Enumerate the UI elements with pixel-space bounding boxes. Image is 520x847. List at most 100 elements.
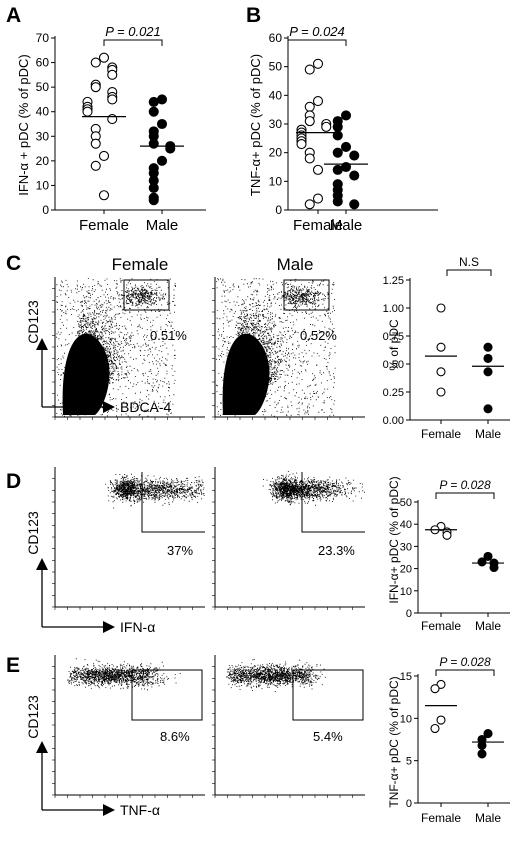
y-tick-label: 10 (400, 586, 412, 598)
category-label: Male (475, 619, 501, 633)
y-tick-label: 10 (269, 174, 283, 188)
female-data-point (442, 530, 452, 540)
y-tick-label: 20 (36, 154, 50, 168)
c-female-flow (52, 277, 205, 420)
flow-cytometry-plots (52, 277, 365, 798)
female-data-point (304, 64, 315, 75)
y-tick-label: 10 (36, 178, 50, 192)
female-data-point (436, 387, 446, 397)
female-data-point (107, 69, 118, 80)
male-data-point (332, 196, 343, 207)
y-tick-label: 70 (36, 31, 50, 45)
d-female-flow (52, 467, 205, 610)
y-tick-label: 10 (400, 713, 412, 725)
d-female-pct: 37% (167, 543, 193, 558)
d-xaxis-label: IFN-α (120, 619, 155, 635)
e-male-pct: 5.4% (313, 729, 343, 744)
male-data-point (340, 110, 352, 121)
panel-letter-d: D (6, 470, 21, 493)
y-tick-label: 50 (400, 497, 412, 509)
scatter-d: 0 10 20 30 40 50 Female Male (400, 497, 510, 633)
male-data-point (483, 353, 493, 363)
panel-letter-e: E (6, 654, 20, 677)
c-yaxis-label: CD123 (25, 300, 41, 344)
y-tick-label: 20 (269, 146, 283, 160)
d-pvalue: P = 0.028 (439, 478, 491, 492)
category-label: Female (293, 217, 343, 234)
male-data-point (489, 562, 499, 573)
c-scatter-ylabel: % of pDC (387, 319, 401, 371)
d-yaxis-label: CD123 (25, 511, 41, 555)
female-data-point (436, 303, 446, 313)
c-col-female: Female (112, 255, 169, 274)
y-tick-label: 60 (269, 31, 283, 45)
y-tick-label: 1.25 (383, 275, 404, 287)
c-female-gate (123, 279, 170, 311)
y-tick-label: 0.00 (383, 415, 404, 427)
scatter-c: 0.00 0.25 0.50 0.75 1.00 1.25 Female Male (383, 275, 510, 441)
y-tick-label: 40 (269, 88, 283, 102)
category-label: Female (421, 811, 461, 825)
male-data-point (148, 106, 159, 117)
y-tick-label: 40 (36, 105, 50, 119)
e-yaxis-label: CD123 (25, 695, 41, 739)
male-data-point (332, 130, 343, 141)
category-label: Male (475, 811, 501, 825)
category-label: Female (421, 619, 461, 633)
y-tick-label: 0 (275, 203, 282, 217)
y-tick-label: 40 (400, 519, 412, 531)
male-data-point (340, 141, 352, 152)
female-data-point (296, 139, 307, 150)
c-axes-arrows: CD123 BDCA-4 (25, 300, 172, 415)
male-data-point (156, 155, 168, 166)
scatter-a: 0 10 20 30 40 50 60 70 Female Male (36, 31, 206, 234)
y-tick-label: 30 (400, 541, 412, 553)
a-significance: P = 0.021 (103, 24, 163, 46)
male-data-point (483, 342, 493, 352)
c-col-male: Male (277, 255, 314, 274)
c-female-pct: 0.51% (150, 328, 187, 343)
female-data-point (312, 96, 324, 107)
female-data-point (304, 101, 315, 112)
male-data-point (483, 367, 493, 377)
male-data-point (483, 729, 493, 739)
y-tick-label: 0.75 (383, 331, 404, 343)
d-axes-arrows: CD123 IFN-α (25, 511, 155, 635)
c-male-gate (283, 279, 330, 311)
male-data-point (483, 404, 493, 414)
panel-letter-b: B (246, 4, 261, 27)
female-data-point (90, 138, 101, 149)
male-data-point (332, 121, 343, 132)
female-data-point (82, 106, 93, 117)
female-data-point (98, 190, 110, 201)
a-pvalue: P = 0.021 (105, 24, 161, 39)
y-tick-label: 1.00 (383, 303, 404, 315)
e-female-gate (131, 669, 203, 721)
female-data-point (304, 153, 315, 164)
male-data-point (148, 195, 159, 206)
d-male-flow (212, 467, 365, 610)
male-data-point (156, 94, 168, 105)
c-male-pct: 0.52% (300, 328, 337, 343)
a-ylabel: IFN-α + pDC (% of pDC) (16, 54, 31, 196)
y-tick-label: 50 (36, 80, 50, 94)
d-female-gate (141, 472, 205, 533)
c-xaxis-label: BDCA-4 (120, 399, 172, 415)
d-scatter-ylabel: IFN-α+ pDC (% of pDC) (387, 476, 401, 603)
female-data-point (90, 160, 101, 171)
b-significance: P = 0.024 (287, 24, 347, 46)
y-tick-label: 20 (400, 564, 412, 576)
c-male-flow (212, 277, 365, 420)
male-data-point (349, 199, 360, 210)
male-data-point (148, 96, 159, 107)
y-tick-label: 15 (400, 671, 412, 683)
male-data-point (148, 182, 159, 193)
female-data-point (90, 57, 101, 68)
y-tick-label: 50 (269, 60, 283, 74)
male-data-point (477, 557, 487, 567)
c-sig-label: N.S (459, 255, 479, 269)
e-male-gate (292, 669, 364, 721)
